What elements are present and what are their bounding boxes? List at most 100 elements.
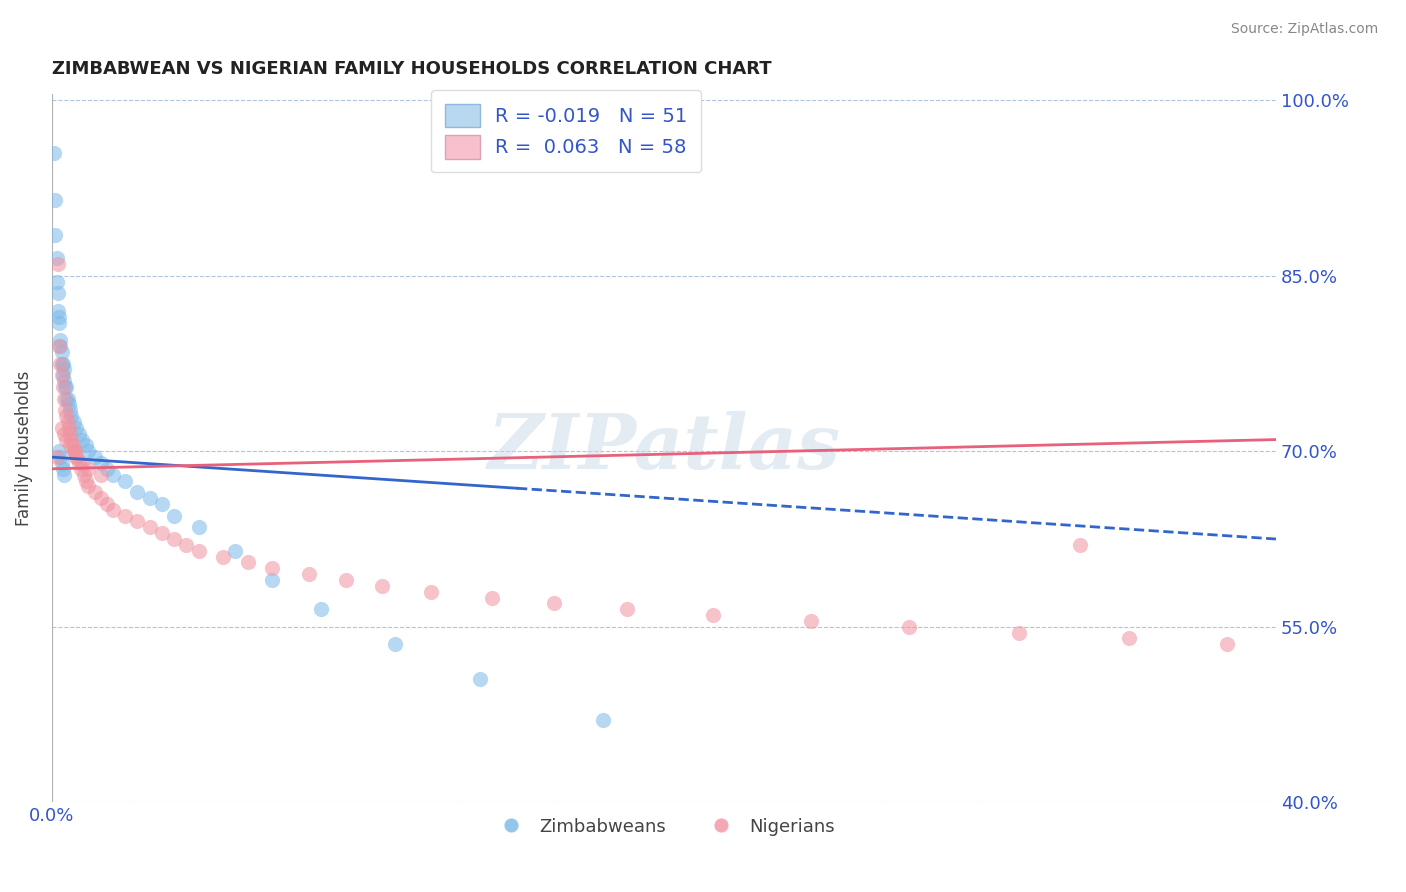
- Point: [384, 637, 406, 651]
- Point: [90, 491, 112, 505]
- Point: [53, 362, 76, 376]
- Point: [96, 462, 118, 476]
- Point: [176, 538, 198, 552]
- Point: [59, 426, 82, 441]
- Point: [51, 344, 73, 359]
- Point: [49, 357, 72, 371]
- Point: [65, 450, 87, 464]
- Point: [77, 444, 100, 458]
- Point: [45, 450, 67, 464]
- Point: [72, 456, 94, 470]
- Point: [51, 368, 73, 383]
- Point: [51, 357, 73, 371]
- Point: [56, 415, 79, 429]
- Point: [75, 474, 97, 488]
- Point: [236, 556, 259, 570]
- Point: [46, 286, 69, 301]
- Point: [470, 673, 492, 687]
- Point: [114, 508, 136, 523]
- Point: [63, 444, 86, 458]
- Point: [49, 339, 72, 353]
- Point: [55, 433, 77, 447]
- Point: [58, 397, 80, 411]
- Point: [49, 450, 72, 464]
- Point: [53, 467, 76, 482]
- Point: [48, 310, 70, 324]
- Point: [55, 380, 77, 394]
- Legend: Zimbabweans, Nigerians: Zimbabweans, Nigerians: [485, 810, 842, 843]
- Point: [48, 316, 70, 330]
- Point: [51, 421, 73, 435]
- Point: [62, 444, 84, 458]
- Point: [262, 573, 284, 587]
- Point: [150, 497, 173, 511]
- Point: [800, 614, 823, 628]
- Point: [53, 403, 76, 417]
- Point: [62, 438, 84, 452]
- Point: [262, 561, 284, 575]
- Point: [1216, 637, 1239, 651]
- Point: [96, 497, 118, 511]
- Point: [371, 579, 394, 593]
- Point: [45, 275, 67, 289]
- Point: [75, 438, 97, 452]
- Point: [127, 515, 149, 529]
- Point: [46, 257, 69, 271]
- Text: ZIMBABWEAN VS NIGERIAN FAMILY HOUSEHOLDS CORRELATION CHART: ZIMBABWEAN VS NIGERIAN FAMILY HOUSEHOLDS…: [52, 60, 772, 78]
- Point: [592, 714, 614, 728]
- Point: [53, 392, 76, 406]
- Point: [67, 456, 90, 470]
- Point: [62, 415, 84, 429]
- Point: [309, 602, 332, 616]
- Point: [1118, 632, 1140, 646]
- Point: [138, 520, 160, 534]
- Point: [420, 584, 443, 599]
- Point: [77, 462, 100, 476]
- Point: [44, 145, 66, 160]
- Point: [67, 426, 90, 441]
- Point: [298, 567, 321, 582]
- Point: [58, 421, 80, 435]
- Point: [702, 608, 724, 623]
- Point: [55, 409, 77, 424]
- Point: [59, 438, 82, 452]
- Y-axis label: Family Households: Family Households: [15, 371, 32, 526]
- Point: [52, 380, 75, 394]
- Point: [72, 467, 94, 482]
- Point: [48, 339, 70, 353]
- Point: [90, 467, 112, 482]
- Point: [45, 251, 67, 265]
- Point: [163, 532, 186, 546]
- Point: [101, 502, 124, 516]
- Point: [90, 456, 112, 470]
- Point: [72, 433, 94, 447]
- Point: [52, 462, 75, 476]
- Point: [60, 433, 83, 447]
- Point: [83, 450, 105, 464]
- Point: [187, 520, 209, 534]
- Point: [59, 403, 82, 417]
- Text: Source: ZipAtlas.com: Source: ZipAtlas.com: [1230, 22, 1378, 37]
- Point: [212, 549, 235, 564]
- Point: [56, 392, 79, 406]
- Point: [53, 380, 76, 394]
- Point: [48, 444, 70, 458]
- Point: [481, 591, 503, 605]
- Point: [65, 450, 87, 464]
- Point: [83, 485, 105, 500]
- Point: [127, 485, 149, 500]
- Point: [616, 602, 638, 616]
- Point: [65, 421, 87, 435]
- Point: [101, 467, 124, 482]
- Text: ZIPatlas: ZIPatlas: [488, 411, 841, 485]
- Point: [60, 409, 83, 424]
- Point: [138, 491, 160, 505]
- Point: [70, 462, 93, 476]
- Point: [49, 333, 72, 347]
- Point: [46, 304, 69, 318]
- Point: [53, 374, 76, 388]
- Point: [62, 444, 84, 458]
- Point: [44, 227, 66, 242]
- Point: [187, 543, 209, 558]
- Point: [52, 368, 75, 383]
